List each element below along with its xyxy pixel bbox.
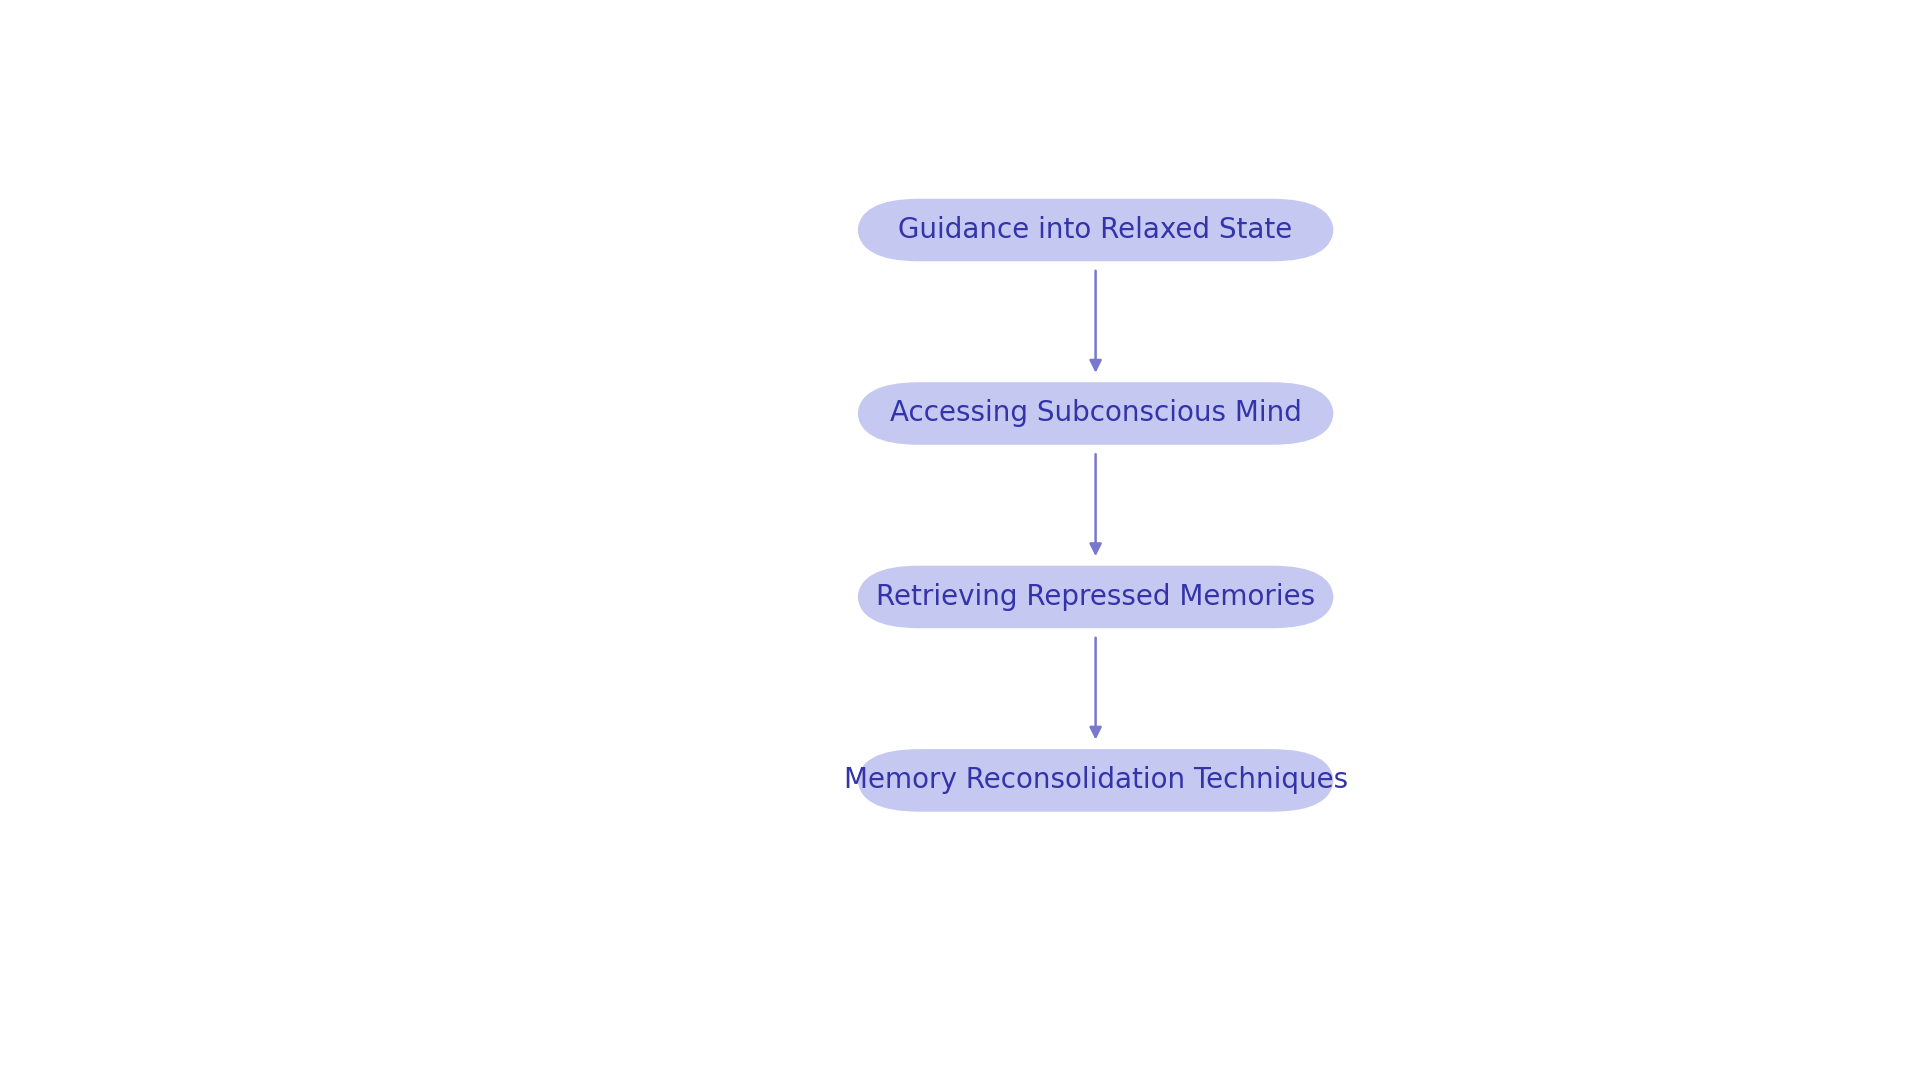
FancyBboxPatch shape xyxy=(858,565,1334,628)
Text: Retrieving Repressed Memories: Retrieving Repressed Memories xyxy=(876,583,1315,611)
FancyBboxPatch shape xyxy=(858,382,1334,445)
Text: Accessing Subconscious Mind: Accessing Subconscious Mind xyxy=(889,400,1302,428)
FancyBboxPatch shape xyxy=(858,199,1334,261)
Text: Memory Reconsolidation Techniques: Memory Reconsolidation Techniques xyxy=(843,767,1348,795)
FancyBboxPatch shape xyxy=(858,749,1334,811)
Text: Guidance into Relaxed State: Guidance into Relaxed State xyxy=(899,216,1292,244)
